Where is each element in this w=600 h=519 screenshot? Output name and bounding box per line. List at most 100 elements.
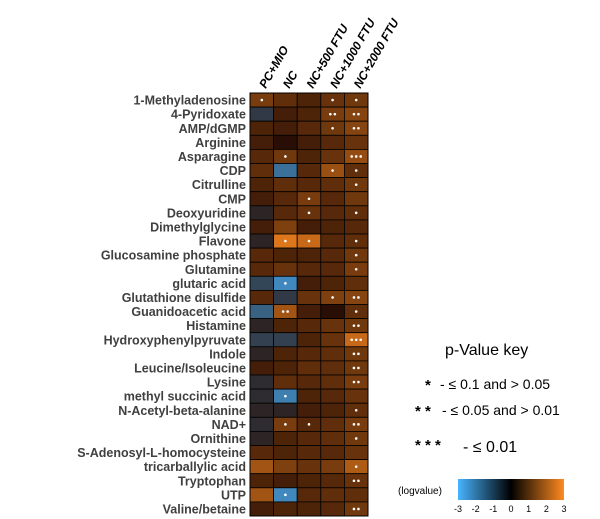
heatmap-cell [273, 459, 298, 475]
heatmap-cell [296, 261, 322, 277]
heatmap-cell [249, 402, 275, 418]
heatmap-cell [273, 191, 298, 207]
key-line-3-stars: * * * [415, 437, 441, 454]
row-label: Tryptophan [178, 474, 246, 488]
significance-star [352, 126, 356, 130]
row-label: Asparagine [178, 150, 246, 164]
heatmap-cell [273, 501, 298, 517]
heatmap-cell [296, 318, 322, 334]
significance-star [357, 479, 360, 483]
significance-star [331, 98, 334, 102]
row-label: UTP [221, 488, 246, 502]
significance-star [357, 423, 360, 426]
heatmap-border [249, 92, 369, 517]
significance-star [352, 423, 356, 426]
heatmap-cell [320, 148, 345, 164]
heatmap-cell [249, 106, 275, 122]
row-label: Leucine/Isoleucine [134, 361, 246, 375]
heatmap-cell [296, 163, 322, 179]
heatmap-cell [249, 374, 275, 390]
heatmap-cell [249, 473, 275, 489]
row-label: CDP [220, 164, 246, 178]
heatmap-cell [273, 332, 298, 348]
significance-star [331, 169, 334, 172]
significance-star [307, 239, 311, 243]
heatmap-cell [296, 247, 322, 263]
colorbar-tick: -2 [472, 504, 480, 514]
heatmap-cell [249, 501, 275, 517]
heatmap-cell [273, 402, 298, 418]
heatmap-cell [273, 163, 298, 179]
significance-star [357, 126, 360, 130]
row-label: S-Adenosyl-L-homocysteine [77, 446, 246, 460]
key-line-2-stars: * * [415, 403, 431, 420]
heatmap-cell [320, 332, 345, 348]
heatmap-cell [273, 374, 298, 390]
heatmap-cell [249, 318, 275, 334]
significance-star [352, 380, 356, 384]
significance-star [357, 380, 360, 384]
colorbar-tick: -1 [489, 504, 497, 514]
heatmap-cell [296, 289, 322, 305]
colorbar-tick: 2 [544, 504, 549, 514]
significance-star [286, 310, 289, 313]
significance-star [354, 408, 358, 412]
significance-star [352, 366, 356, 370]
heatmap-cell [343, 318, 369, 334]
heatmap-cell [343, 346, 369, 362]
heatmap-cell [273, 219, 298, 235]
row-label: Ornithine [190, 432, 246, 446]
heatmap-cell [296, 374, 322, 390]
heatmap-cell [273, 318, 298, 334]
heatmap-cell [320, 430, 345, 446]
colorbar-tick: 3 [561, 504, 566, 514]
significance-star [357, 507, 360, 511]
heatmap-cell [343, 374, 369, 390]
significance-star [284, 282, 287, 285]
heatmap-cell [296, 304, 322, 320]
row-label: 1-Methyladenosine [133, 94, 246, 108]
heatmap-cell [273, 289, 298, 305]
row-label: Histamine [186, 319, 246, 333]
row-label: NAD+ [212, 418, 246, 432]
heatmap-cell [273, 247, 298, 263]
key-line-3-text: - ≤ 0.01 [463, 439, 517, 456]
heatmap-cell [249, 360, 275, 376]
heatmap-cell [343, 360, 369, 376]
heatmap-cell [343, 191, 369, 207]
heatmap-cell [343, 473, 369, 489]
heatmap-cell [343, 106, 369, 122]
colorbar: (logvalue) -3 -2 -1 0 1 2 3 [398, 479, 567, 514]
heatmap-cell [273, 445, 298, 461]
heatmap-cell [296, 177, 322, 193]
row-label: CMP [218, 192, 246, 206]
row-label: tricarballylic acid [144, 460, 246, 474]
heatmap-cell [249, 459, 275, 475]
significance-star [354, 98, 358, 102]
heatmap-cell [320, 445, 345, 461]
heatmap-cell [296, 346, 322, 362]
heatmap-cell [343, 219, 369, 235]
significance-star [357, 366, 360, 370]
significance-star [352, 112, 356, 116]
heatmap-cell [343, 388, 369, 404]
colorbar-tick: 0 [508, 504, 513, 514]
heatmap-cell [296, 106, 322, 122]
heatmap-cell [249, 191, 275, 207]
heatmap-cell [249, 205, 275, 221]
heatmap-cell [249, 388, 275, 404]
heatmap-cell [296, 148, 322, 164]
heatmap-cell [273, 134, 298, 150]
heatmap-cell [249, 261, 275, 277]
heatmap-cell [343, 416, 369, 432]
heatmap-cell [296, 430, 322, 446]
significance-star [333, 112, 337, 116]
heatmap-cell [296, 134, 322, 150]
significance-star [354, 310, 358, 313]
significance-star [352, 352, 356, 356]
heatmap-cell [249, 148, 275, 164]
colorbar-title: (logvalue) [398, 486, 442, 497]
row-label: methyl succinic acid [124, 390, 246, 404]
row-label: Hydroxyphenylpyruvate [104, 333, 246, 347]
